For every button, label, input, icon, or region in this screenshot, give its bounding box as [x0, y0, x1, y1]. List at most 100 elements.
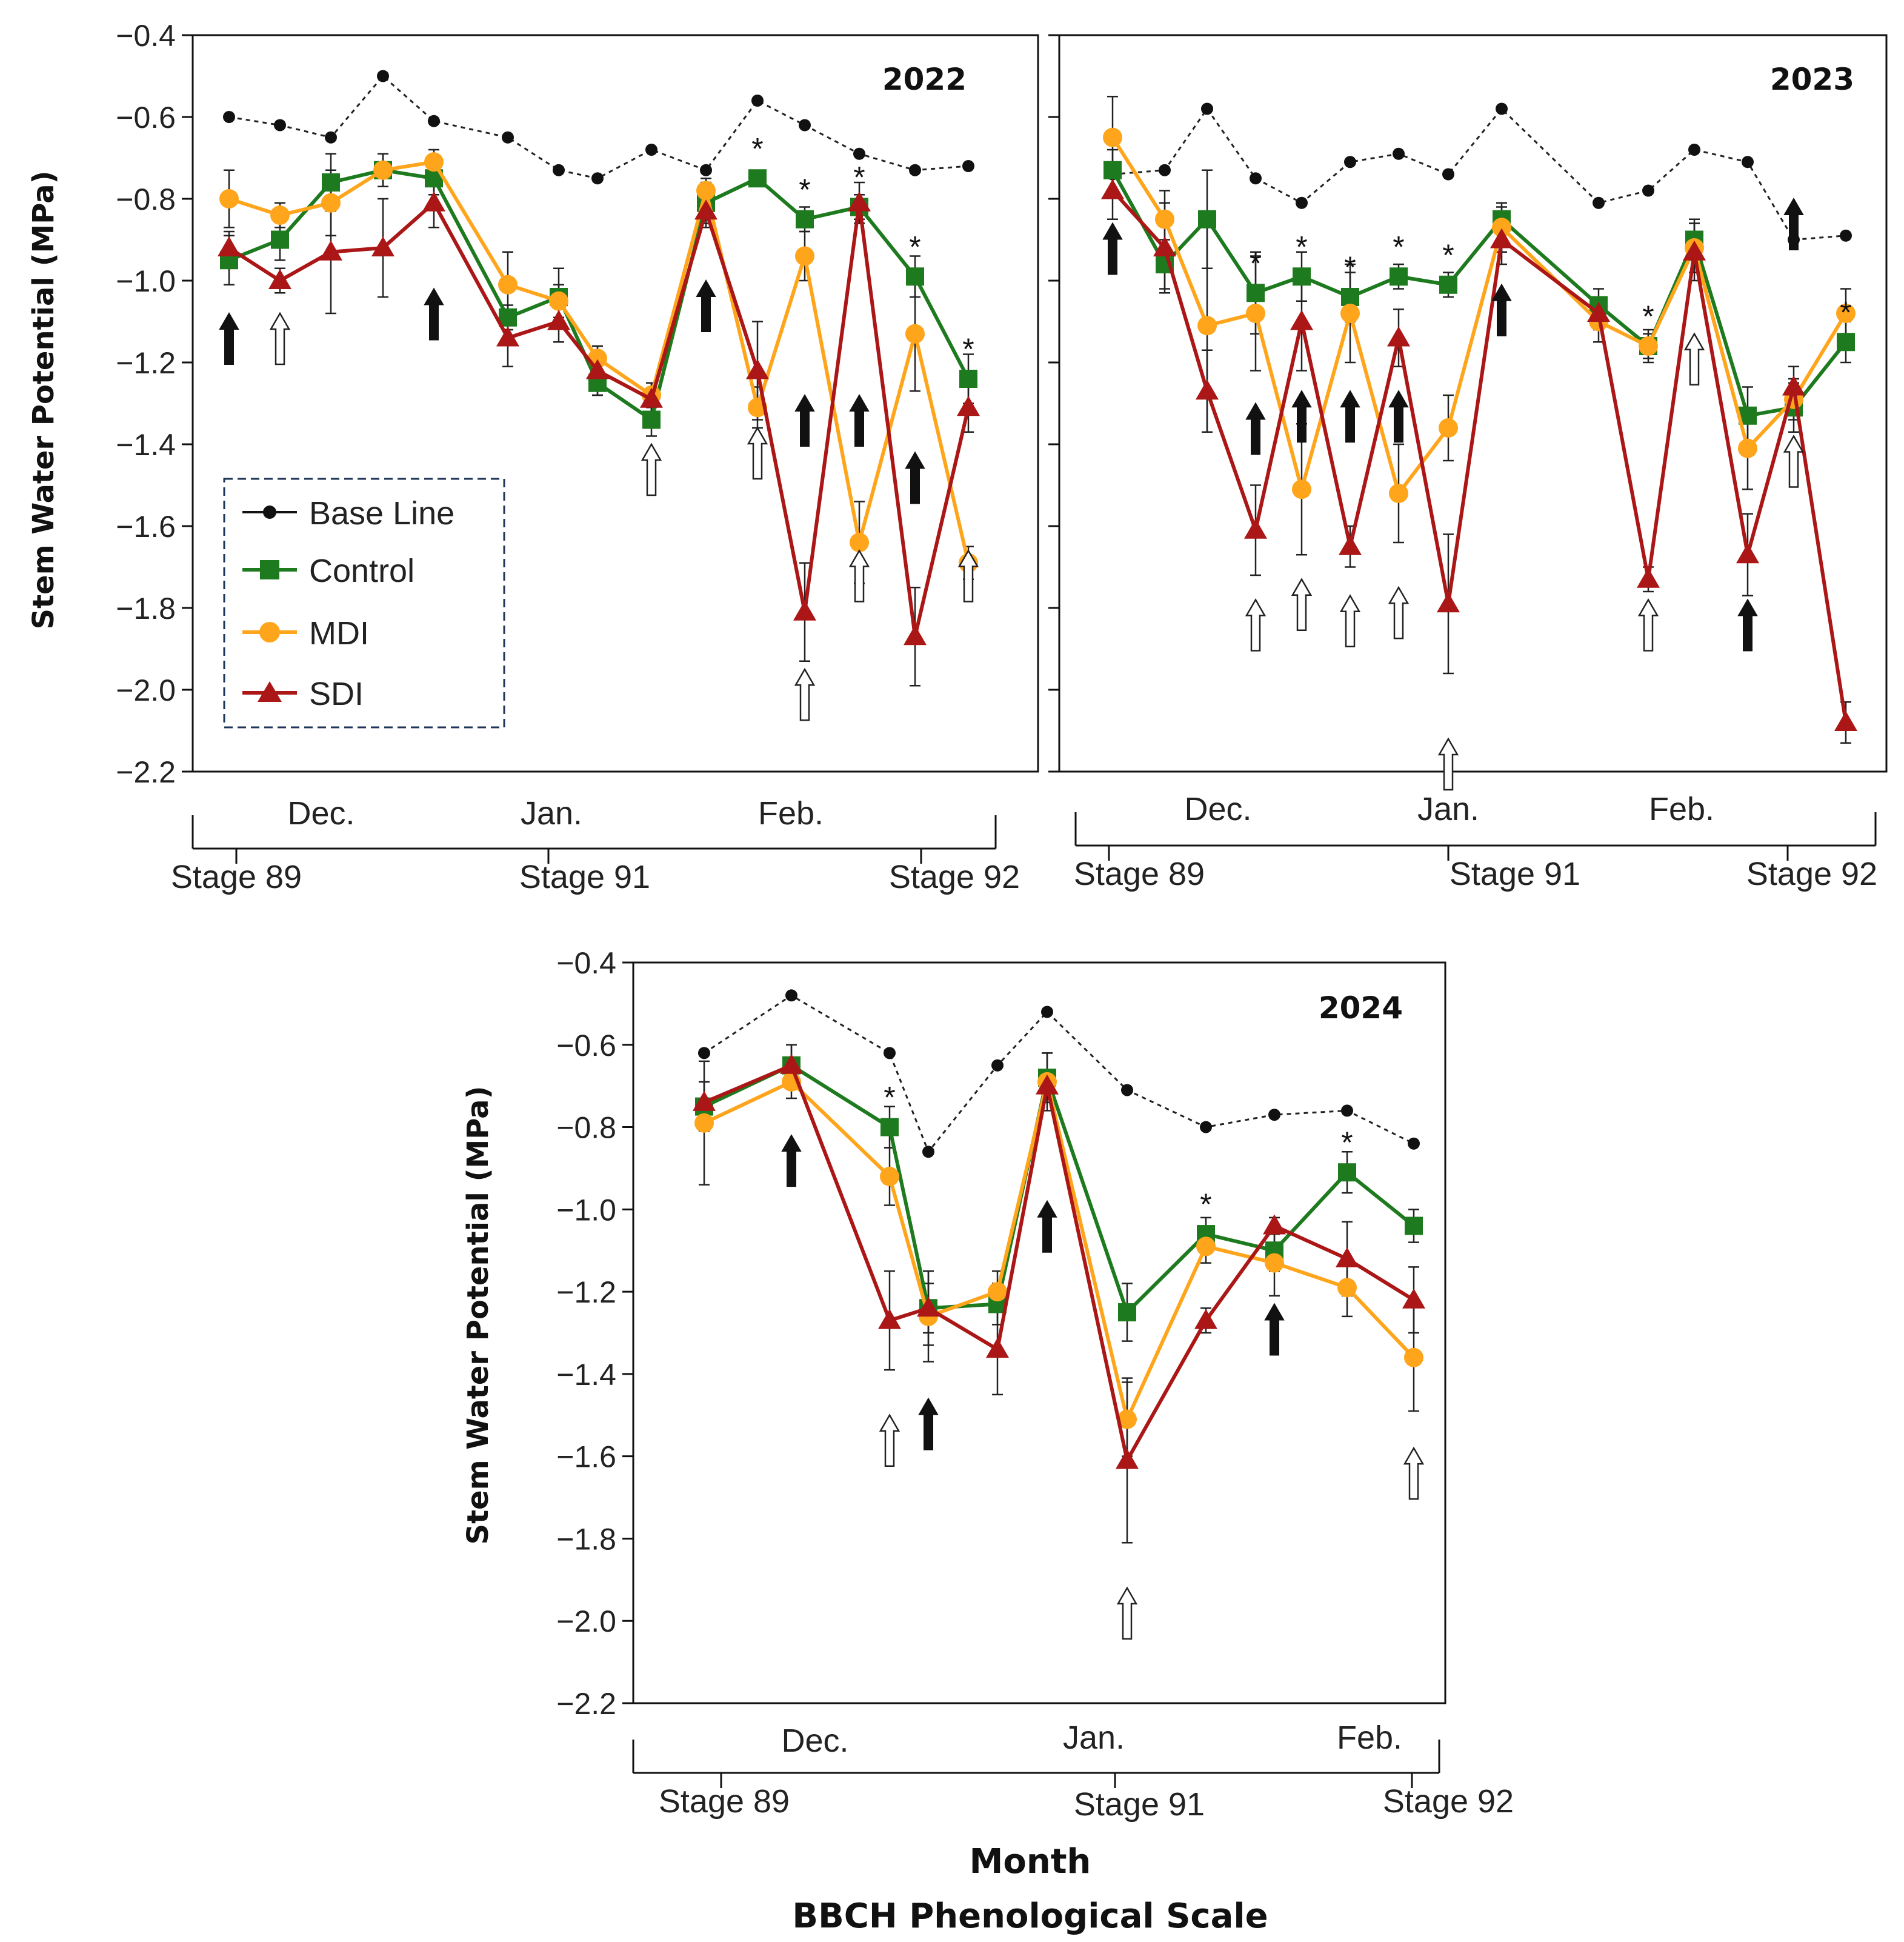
data-point-base-line: [377, 70, 389, 82]
data-point-control: [1341, 288, 1359, 306]
month-labels: Dec. Jan. Feb.: [1184, 791, 1714, 827]
data-point-base-line: [1296, 196, 1308, 209]
data-point-base-line: [1688, 144, 1700, 156]
data-point-base-line: [1201, 102, 1213, 115]
data-point-control: [1338, 1163, 1356, 1182]
data-point-control: [906, 267, 924, 286]
data-point-mdi: [1639, 336, 1658, 356]
data-point-mdi: [1117, 1409, 1137, 1429]
panel-2023: 2023 Dec. Jan. Feb. Stage 89 Stage 91 St…: [1048, 34, 1888, 892]
data-point-mdi: [1103, 127, 1122, 147]
data-point-control: [748, 169, 767, 188]
x-axis-title-month: Month: [970, 1842, 1091, 1881]
y-tick-label: −0.6: [116, 101, 176, 135]
data-point-base-line: [1742, 156, 1754, 169]
data-point-base-line: [325, 131, 337, 144]
irrigation-arrow-solid: [1102, 222, 1123, 275]
data-point-sdi: [957, 396, 980, 416]
y-ticks: −0.4 −0.6 −0.8 −1.0 −1.2 −1.4 −1.6 −1.8 −2.0 −2.2: [116, 19, 193, 789]
irrigation-arrow-open: [794, 667, 816, 721]
legend-label-mdi: MDI: [309, 615, 369, 652]
data-point-base-line: [1642, 184, 1654, 197]
stage-axis: Stage 89 Stage 91 Stage 92: [632, 1740, 1514, 1823]
plot-frame: [191, 34, 1039, 773]
data-point-sdi: [793, 600, 816, 621]
data-point-sdi: [496, 326, 519, 347]
data-point-base-line: [700, 164, 712, 176]
data-point-mdi: [1439, 418, 1458, 438]
series-line-base-line: [1112, 107, 1846, 241]
irrigation-arrow-solid: [1245, 402, 1266, 455]
plot-area: * * * * * * *: [1101, 96, 1857, 791]
y-tick-label: −1.0: [116, 264, 176, 298]
data-point-sdi: [640, 387, 663, 408]
y-tick-label: −2.2: [116, 755, 176, 789]
data-point-mdi: [795, 246, 814, 266]
data-point-mdi: [1340, 304, 1360, 323]
data-point-sdi: [547, 310, 570, 330]
data-point-base-line: [1200, 1121, 1212, 1133]
y-ticks: [1048, 34, 1059, 773]
data-point-sdi: [1834, 711, 1857, 731]
data-point-sdi: [1387, 326, 1410, 347]
data-point-sdi: [1194, 1309, 1217, 1329]
legend-marker-baseline: [263, 506, 276, 519]
stage-label-92: Stage 92: [889, 859, 1020, 895]
data-point-sdi: [1736, 543, 1759, 564]
data-point-mdi: [696, 181, 716, 201]
data-point-control: [1103, 161, 1122, 179]
significance-star: *: [909, 230, 920, 264]
y-tick-label: −1.6: [556, 1440, 616, 1474]
irrigation-arrow-open: [957, 549, 979, 602]
month-label-jan: Jan.: [1063, 1720, 1125, 1756]
data-point-sdi: [1437, 592, 1460, 613]
data-point-sdi: [1153, 236, 1176, 256]
data-point-base-line: [223, 111, 235, 123]
y-tick-label: −1.8: [556, 1522, 616, 1556]
irrigation-arrow-solid: [424, 287, 444, 341]
data-point-base-line: [502, 131, 514, 144]
legend: Base Line Control MDI SDI: [223, 478, 505, 729]
stage-label-89: Stage 89: [659, 1783, 790, 1820]
month-label-dec: Dec.: [287, 795, 355, 832]
data-point-sdi: [780, 1053, 803, 1074]
irrigation-arrow-open: [1783, 434, 1805, 488]
significance-star: *: [1442, 238, 1454, 272]
data-point-mdi: [1246, 304, 1265, 323]
data-point-base-line: [1593, 196, 1605, 209]
stage-label-89: Stage 89: [1074, 856, 1205, 892]
data-point-base-line: [274, 119, 286, 132]
data-point-sdi: [1244, 518, 1267, 539]
irrigation-arrow-open: [1388, 586, 1410, 639]
irrigation-arrow-open: [641, 442, 662, 496]
irrigation-arrow-open: [879, 1413, 900, 1467]
significance-star: *: [1840, 295, 1851, 329]
data-point-base-line: [1408, 1137, 1420, 1150]
x-axis-title-bbch: BBCH Phenological Scale: [792, 1897, 1268, 1936]
month-labels: Dec. Jan. Feb.: [781, 1720, 1402, 1759]
legend-entry-mdi: MDI: [242, 615, 369, 652]
data-point-sdi: [1587, 302, 1610, 322]
irrigation-arrow-open: [747, 426, 768, 480]
data-point-base-line: [922, 1146, 934, 1158]
data-point-mdi: [1155, 209, 1174, 229]
data-point-sdi: [422, 191, 445, 212]
data-point-sdi: [268, 269, 291, 289]
data-point-base-line: [1344, 156, 1356, 169]
data-point-base-line: [1341, 1104, 1353, 1117]
data-point-mdi: [321, 193, 341, 213]
irrigation-arrow-open: [1637, 598, 1659, 652]
data-point-base-line: [1496, 102, 1508, 115]
irrigation-arrow-solid: [696, 279, 716, 332]
significance-star: *: [1642, 299, 1654, 333]
irrigation-arrow-solid: [1783, 197, 1804, 250]
irrigation-arrow-solid: [1737, 598, 1758, 652]
irrigation-arrow-solid: [781, 1134, 802, 1187]
data-point-sdi: [917, 1296, 940, 1317]
month-label-dec: Dec.: [1184, 791, 1251, 827]
data-point-mdi: [424, 152, 444, 172]
significance-star: *: [799, 173, 810, 207]
data-point-sdi: [1290, 310, 1313, 330]
data-point-mdi: [1389, 484, 1408, 503]
